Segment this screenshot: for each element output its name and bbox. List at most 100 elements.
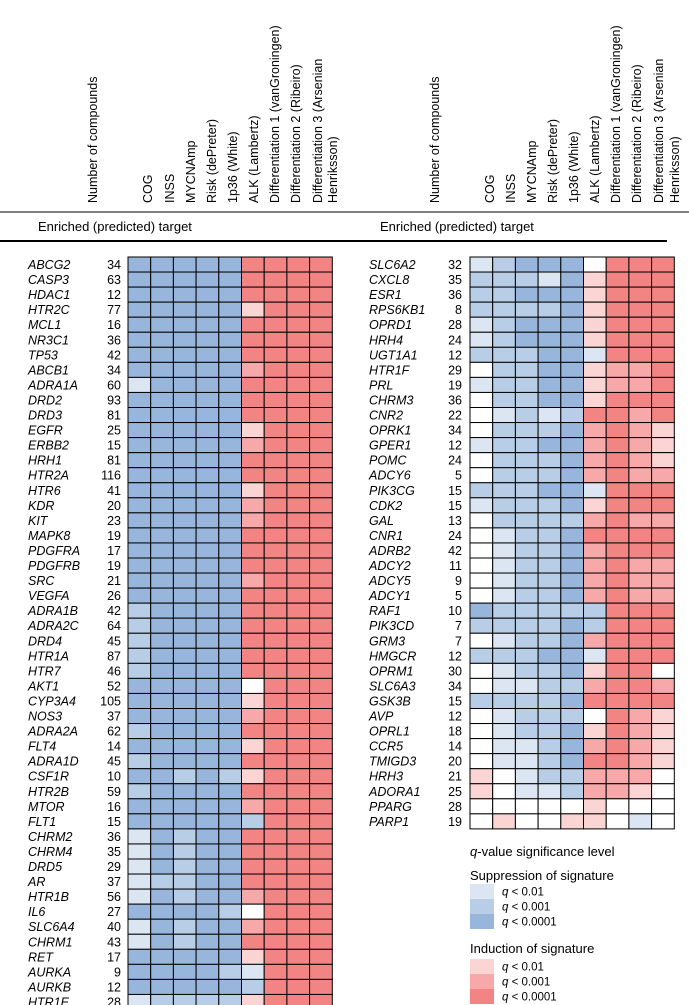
heatmap-cell [195,407,220,424]
heatmap-cell [492,753,516,770]
heatmap-cell [537,316,562,333]
heatmap-cell [583,346,607,363]
heatmap-cell [172,768,197,785]
heatmap-cell [286,587,311,604]
heatmap-cell [218,391,243,409]
compound-count: 28 [107,995,121,1005]
heatmap-cell [628,813,653,830]
heatmap-cell [605,316,630,333]
heatmap-cell [286,948,311,965]
heatmap-cell [537,542,562,559]
heatmap-cell [537,497,562,514]
heatmap-cell [241,422,265,439]
target-label: AKT1 [27,679,59,693]
heatmap-cell [218,828,243,845]
target-label: SRC [28,574,55,588]
heatmap-cell [651,738,675,755]
heatmap-cell [150,843,174,860]
heatmap-cell [309,467,333,484]
heatmap-cell [628,286,653,303]
heatmap-cell [469,391,494,409]
heatmap-cell [172,978,197,995]
heatmap-cell [150,888,174,905]
heatmap-cell [537,632,562,649]
heatmap-cell [560,647,584,664]
heatmap-cell [241,316,265,333]
target-label: PPARG [369,800,412,814]
heatmap-cell [514,271,539,288]
heatmap-cell [218,376,243,393]
compound-count: 87 [107,649,121,663]
compound-count: 42 [448,544,462,558]
heatmap-cell [172,918,197,935]
heatmap-cell [263,813,288,830]
heatmap-cell [628,798,653,815]
heatmap-cell [127,497,152,514]
column-header: Risk (dePreter) [205,119,219,203]
heatmap-cell [469,256,494,273]
heatmap-cell [127,422,152,439]
heatmap-cell [263,617,288,634]
heatmap-cell [286,933,311,950]
heatmap-cell [286,873,311,890]
heatmap-cell [469,482,494,499]
heatmap-cell [263,602,288,619]
heatmap-cell [537,813,562,830]
heatmap-cell [127,692,152,710]
heatmap-cell [195,662,220,679]
heatmap-cell [241,753,265,770]
heatmap-cell [605,753,630,770]
heatmap-cell [583,361,607,378]
heatmap-cell [172,542,197,559]
heatmap-cell [651,813,675,830]
heatmap-cell [127,978,152,995]
heatmap-cell [537,256,562,273]
heatmap-cell [628,602,653,619]
heatmap-cell [605,708,630,725]
heatmap-cell [127,361,152,378]
compound-count: 17 [107,544,121,558]
target-label: GRM3 [369,634,405,648]
heatmap-cell [286,918,311,935]
heatmap-cell [241,918,265,935]
heatmap-cell [218,497,243,514]
heatmap-cell [583,647,607,664]
heatmap-cell [651,602,675,619]
heatmap-cell [218,662,243,679]
compound-count: 20 [448,755,462,769]
heatmap-cell [172,617,197,634]
heatmap-cell [537,677,562,694]
heatmap-cell [514,542,539,559]
column-header: INSS [163,174,177,203]
heatmap-cell [309,331,333,348]
compound-count: 93 [107,393,121,407]
target-label: EGFR [28,424,63,438]
target-label: DRD3 [28,409,62,423]
heatmap-cell [195,783,220,800]
heatmap-cell [195,467,220,484]
compound-count: 19 [107,559,121,573]
legend-label: q < 0.01 [502,887,544,899]
heatmap-cell [150,301,174,318]
compound-count: 29 [448,363,462,377]
heatmap-cell [241,497,265,514]
heatmap-cell [628,497,653,514]
heatmap-cell [218,301,243,318]
heatmap-cell [514,422,539,439]
heatmap-cell [560,286,584,303]
heatmap-cell [583,482,607,499]
compound-count: 28 [448,318,462,332]
heatmap-cell [218,542,243,559]
target-label: CYP3A4 [28,694,76,708]
heatmap-cell [263,828,288,845]
heatmap-cell [583,587,607,604]
heatmap-cell [172,647,197,664]
heatmap-cell [195,286,220,303]
heatmap-cell [651,437,675,454]
heatmap-cell [172,437,197,454]
target-label: KDR [28,499,54,513]
target-label: ADCY1 [368,589,411,603]
heatmap-cell [605,346,630,363]
heatmap-cell [560,391,584,409]
heatmap-cell [537,271,562,288]
